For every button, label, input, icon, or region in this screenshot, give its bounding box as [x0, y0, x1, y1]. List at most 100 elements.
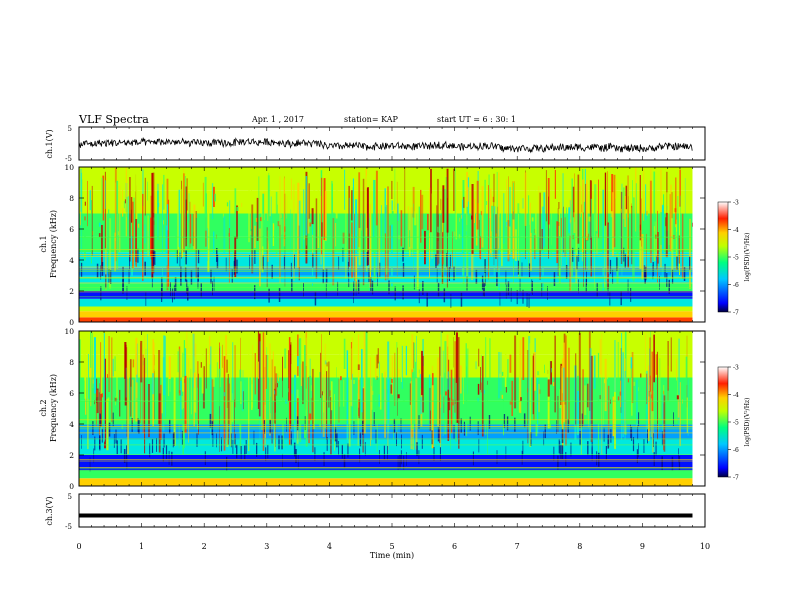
spectrogram-streak — [390, 384, 393, 394]
spectrogram-dropout — [581, 413, 583, 428]
spectrogram-streak — [396, 342, 398, 440]
spectrogram-streak — [258, 176, 260, 213]
spectrogram-streak — [188, 358, 189, 443]
spectrogram-streak — [324, 190, 327, 241]
start-time-label: start UT = 6 : 30: 1 — [437, 115, 516, 124]
spectrogram-streak — [506, 221, 508, 226]
spectrogram-streak — [346, 350, 349, 451]
spectrogram-streak — [437, 178, 439, 227]
spectrogram-streak — [202, 366, 205, 409]
spectrogram-streak — [126, 196, 129, 218]
spectrogram-streak — [685, 356, 688, 386]
spectrogram-streak — [326, 362, 328, 367]
spectrogram-streak — [116, 349, 118, 399]
spectrogram-tone — [79, 266, 693, 268]
spectrogram-dropout — [496, 272, 498, 287]
spectrogram-tone — [79, 467, 693, 468]
spectrogram-streak — [131, 209, 132, 223]
spectrogram-dropout — [503, 414, 506, 428]
spectrogram-streak — [487, 380, 488, 385]
spectrogram-dropout — [108, 268, 110, 283]
spectrogram-tone — [79, 268, 693, 270]
spectrogram-streak — [91, 200, 92, 264]
spectrogram-streak — [328, 361, 330, 408]
spectrogram-streak — [539, 192, 541, 280]
spectrogram-streak — [216, 234, 217, 239]
spectrogram-streak — [96, 390, 99, 398]
spectrogram-dropout — [630, 288, 632, 302]
spectrogram-streak — [121, 377, 124, 430]
spectrogram-band — [79, 167, 693, 191]
ch2-frequency-label: Frequency (kHz) — [49, 374, 58, 442]
spectrogram-streak — [391, 378, 393, 383]
spectrogram-tone — [79, 459, 693, 460]
spectrogram-dropout — [627, 279, 629, 294]
spectrogram-dropout — [353, 281, 355, 296]
spectrogram-streak — [91, 332, 93, 414]
spectrogram-streak — [675, 177, 677, 225]
ch3-ytick-bottom: -5 — [65, 523, 72, 531]
spectrogram-dropout — [643, 439, 645, 453]
spectrogram-streak — [535, 383, 538, 437]
spectrogram-streak — [93, 337, 96, 394]
spectrogram-streak — [422, 339, 424, 366]
spectrogram-streak — [393, 391, 394, 440]
spectrogram-dropout — [230, 433, 232, 448]
spectrogram-streak — [209, 336, 211, 365]
spectrogram-streak — [431, 385, 434, 449]
spectrogram-streak — [144, 357, 146, 454]
spectrogram-dropout — [211, 421, 214, 436]
spectrogram-streak — [632, 197, 635, 282]
spectrogram-streak — [135, 170, 138, 219]
colorbar-tick-label: -3 — [733, 365, 739, 372]
spectrogram-streak — [202, 182, 204, 207]
spectrogram-streak — [666, 192, 669, 231]
spectrogram-dropout — [165, 445, 168, 460]
spectrogram-streak — [553, 225, 556, 231]
spectrogram-dropout — [185, 250, 187, 265]
spectrogram-streak — [366, 175, 368, 272]
spectrogram-streak — [560, 217, 562, 238]
spectrogram-streak — [183, 173, 185, 253]
spectrogram-dropout — [357, 279, 360, 294]
spectrogram-streak — [297, 356, 299, 367]
spectrogram-streak — [450, 388, 451, 450]
spectrogram-streak — [113, 396, 116, 422]
spectrogram-dropout — [244, 445, 246, 460]
spectrogram-dropout — [596, 282, 598, 297]
spectrogram-dropout — [364, 442, 366, 456]
spectrogram-streak — [104, 171, 106, 249]
spectrogram-streak — [256, 197, 259, 241]
spectrogram-streak — [582, 179, 584, 253]
spectrogram-streak — [624, 371, 626, 455]
spectrogram-streak — [211, 183, 214, 219]
spectrogram-streak — [558, 210, 560, 215]
spectrogram-dropout — [234, 253, 236, 268]
ch2-colorbar — [717, 366, 729, 478]
spectrogram-streak — [377, 348, 379, 364]
spectrogram-streak — [177, 351, 179, 373]
spectrogram-dropout — [137, 248, 139, 263]
spectrogram-streak — [350, 348, 352, 406]
spectrogram-streak — [142, 354, 144, 433]
spectrogram-streak — [240, 337, 241, 397]
spectrogram-dropout — [163, 433, 165, 448]
spectrogram-streak — [529, 343, 531, 447]
spectrogram-streak — [421, 350, 423, 396]
spectrogram-streak — [118, 185, 121, 253]
spectrogram-dropout — [366, 251, 369, 266]
spectrogram-dropout — [449, 254, 451, 269]
spectrogram-streak — [363, 386, 365, 410]
spectrogram-tone — [79, 444, 693, 446]
time-tick-label: 0 — [76, 542, 81, 551]
spectrogram-streak — [186, 331, 188, 429]
spectrogram-streak — [251, 357, 253, 410]
spectrogram-dropout — [151, 273, 153, 288]
spectrogram-streak — [444, 341, 447, 435]
spectrogram-tone — [79, 271, 693, 272]
spectrogram-dropout — [543, 431, 545, 446]
spectrogram-streak — [466, 187, 469, 202]
spectrogram-streak — [481, 356, 484, 437]
spectrogram-streak — [471, 184, 474, 254]
spectrogram-streak — [272, 351, 274, 401]
